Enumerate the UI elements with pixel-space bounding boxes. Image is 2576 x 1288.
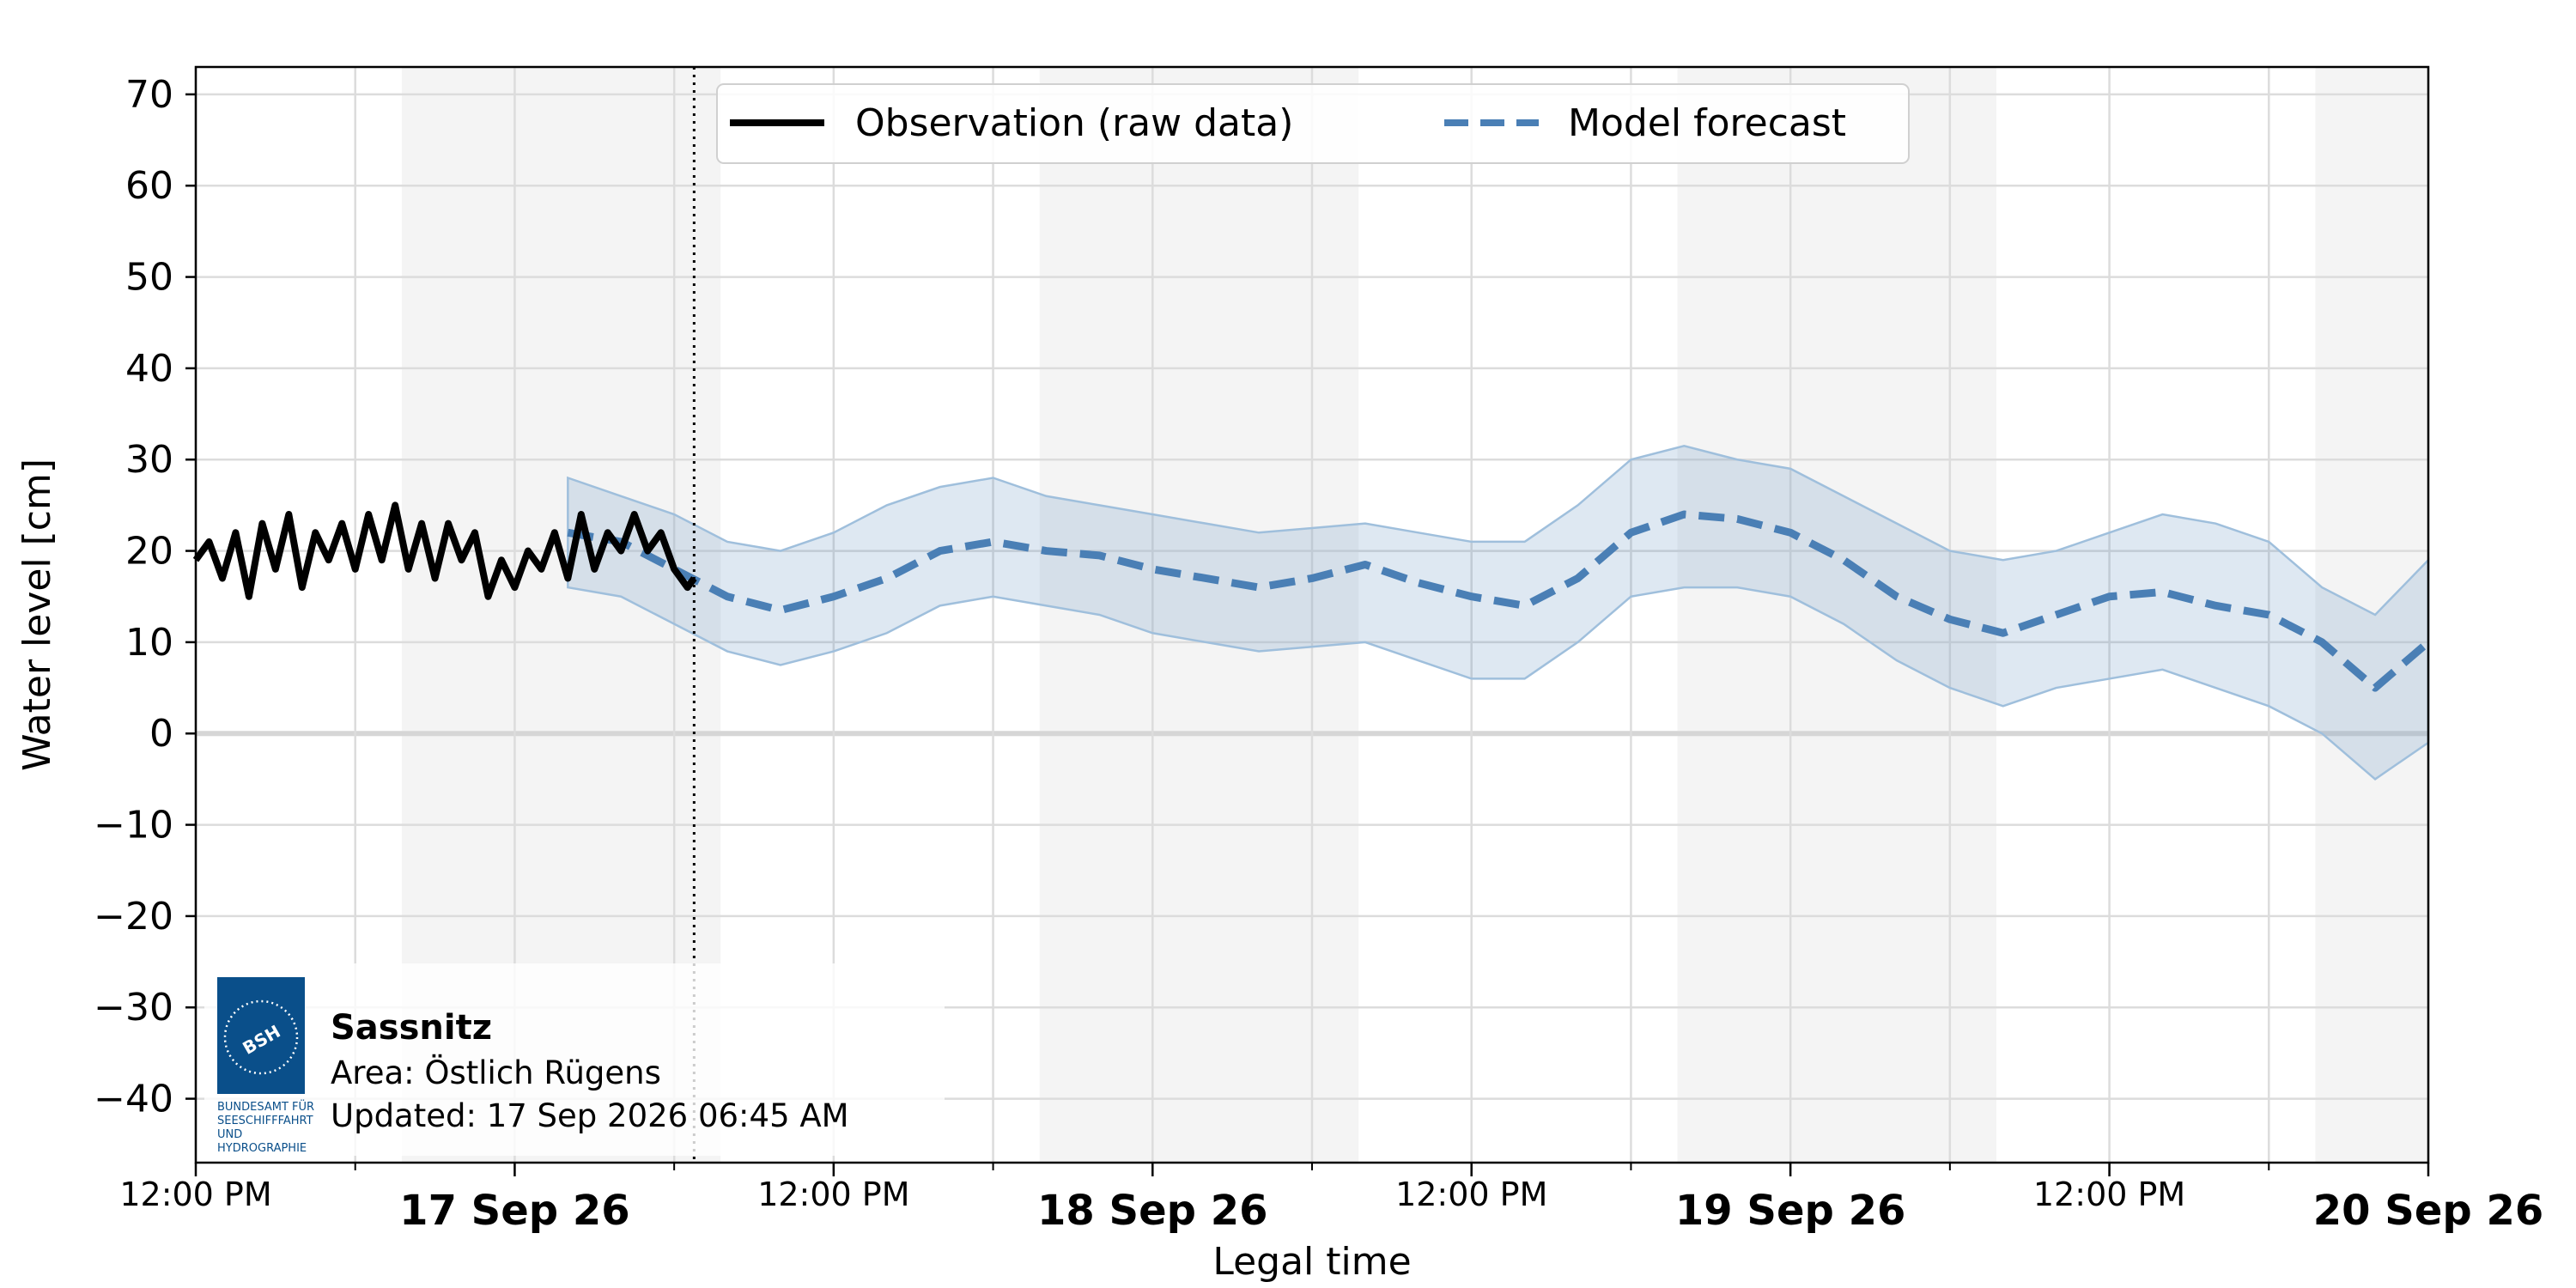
bsh-caption-line-4: HYDROGRAPHIE (217, 1142, 307, 1155)
y-tick-label: 0 (149, 712, 173, 756)
bsh-logo: BSH BUNDESAMT FÜR SEESCHIFFFAHRT UND HYD… (217, 977, 314, 1155)
legend-box (716, 83, 1910, 164)
y-tick-label: 60 (125, 164, 173, 208)
x-date-label: 18 Sep 26 (1037, 1187, 1268, 1235)
y-axis-label: Water level [cm] (15, 459, 59, 771)
x-time-label: 12:00 PM (119, 1176, 271, 1213)
y-tick-label: 50 (125, 256, 173, 300)
x-time-label: 12:00 PM (2033, 1176, 2185, 1213)
x-axis-ticks: 12:00 PM 17 Sep 26 12:00 PM 18 Sep 26 12:00 … (119, 1163, 2543, 1235)
forecast-band (567, 444, 2430, 781)
station-info-box: BSH BUNDESAMT FÜR SEESCHIFFFAHRT UND HYD… (204, 963, 945, 1156)
x-time-label: 12:00 PM (757, 1176, 909, 1213)
bsh-caption-line-2: SEESCHIFFFAHRT (217, 1115, 313, 1127)
bsh-logo-ring (223, 999, 299, 1075)
y-tick-label: 30 (125, 438, 173, 482)
bsh-caption-line-1: BUNDESAMT FÜR (217, 1099, 314, 1114)
night-band-1 (1039, 67, 1359, 1163)
series-lines (192, 501, 2431, 692)
y-tick-label: 70 (125, 73, 173, 117)
legend-label-observation: Observation (raw data) (855, 101, 1293, 145)
info-box-background (204, 963, 945, 1156)
station-area: Area: Östlich Rügens (331, 1054, 661, 1091)
forecast-line (567, 510, 2431, 692)
y-tick-label: −40 (94, 1078, 173, 1121)
station-name: Sassnitz (331, 1008, 492, 1048)
y-tick-label: −10 (94, 804, 173, 848)
observation-line (192, 501, 697, 600)
forecast-uncertainty-band (567, 444, 2430, 781)
y-tick-label: 40 (125, 347, 173, 391)
y-tick-label: 20 (125, 530, 173, 574)
x-time-label: 12:00 PM (1395, 1176, 1547, 1213)
legend: Observation (raw data) Model forecast (716, 83, 1910, 164)
y-tick-label: −30 (94, 986, 173, 1030)
y-axis-ticks: 70 60 50 40 30 20 10 0 −10 −20 −30 −40 (94, 73, 196, 1121)
x-date-label: 20 Sep 26 (2313, 1187, 2544, 1235)
x-date-label: 17 Sep 26 (399, 1187, 630, 1235)
night-band-2 (1677, 67, 1997, 1163)
bsh-logo-square (217, 977, 305, 1094)
night-bands (401, 67, 2428, 1163)
x-date-label: 19 Sep 26 (1675, 1187, 1906, 1235)
bsh-caption-line-3: UND (217, 1128, 242, 1141)
night-band-3 (2315, 67, 2428, 1163)
x-axis-label: Legal time (1212, 1240, 1411, 1284)
y-tick-label: 10 (125, 621, 173, 665)
legend-label-forecast: Model forecast (1568, 101, 1846, 145)
y-tick-label: −20 (94, 895, 173, 939)
updated-timestamp: Updated: 17 Sep 2026 06:45 AM (331, 1097, 849, 1134)
